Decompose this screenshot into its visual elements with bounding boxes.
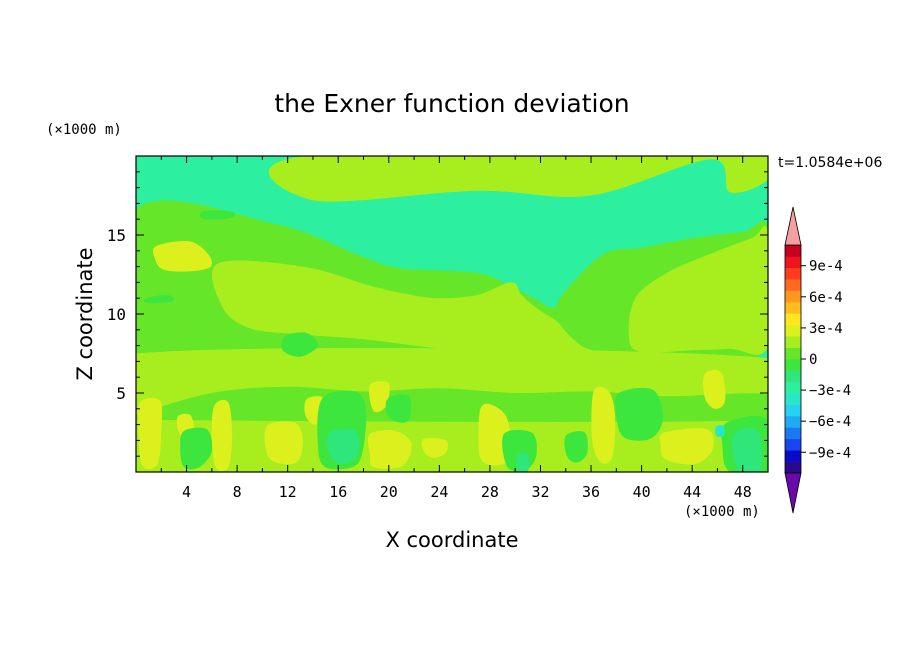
- contour-region-22: [421, 437, 448, 458]
- contour-region-15: [264, 421, 303, 465]
- colorbar-bin: [785, 313, 801, 326]
- colorbar-bin: [785, 393, 801, 405]
- colorbar-bin: [785, 256, 801, 269]
- chart-title: the Exner function deviation: [274, 89, 629, 118]
- x-tick-label: 40: [633, 483, 651, 501]
- x-tick-label: 32: [531, 483, 549, 501]
- colorbar-label: 6e-4: [809, 290, 843, 306]
- x-tick-label: 16: [329, 483, 347, 501]
- colorbar-bin: [785, 347, 801, 360]
- colorbar-label: 3e-4: [809, 321, 843, 337]
- contour-region-32: [731, 427, 763, 472]
- colorbar-bin: [785, 324, 801, 337]
- colorbar-bin: [785, 427, 801, 440]
- colorbar-label: 0: [809, 352, 817, 368]
- contour-region-4: [628, 226, 768, 355]
- contour-region-9: [143, 294, 174, 304]
- contour-region-30: [703, 369, 726, 409]
- contour-region-29: [659, 428, 714, 465]
- colorbar-label: 9e-4: [809, 259, 843, 275]
- colorbar: 9e-4 6e-4 3e-4 0 −3e-4 −6e-4 −9e-4: [784, 206, 851, 514]
- contour-region-3: [212, 260, 595, 357]
- x-tick-label: 36: [582, 483, 600, 501]
- contour-region-28: [614, 387, 664, 441]
- x-axis-label: X coordinate: [385, 528, 518, 552]
- contour-field: [136, 156, 768, 472]
- contour-region-8: [200, 210, 235, 220]
- contour-region-13: [180, 427, 213, 470]
- contour-region-18: [326, 428, 360, 465]
- contour-region-20: [385, 394, 412, 423]
- colorbar-overflow-arrow: [784, 206, 802, 246]
- colorbar-bin: [785, 370, 801, 383]
- contour-region-11: [137, 397, 163, 470]
- colorbar-bin: [785, 404, 801, 417]
- contour-region-7: [152, 241, 213, 272]
- contour-region-14: [211, 399, 233, 472]
- colorbar-label: −3e-4: [809, 383, 851, 399]
- x-tick-label: 24: [430, 483, 448, 501]
- contour-region-19: [369, 381, 390, 413]
- y-tick-label: 15: [107, 226, 126, 245]
- colorbar-underflow-arrow: [784, 472, 802, 514]
- contour-region-26: [564, 431, 588, 463]
- x-tick-label: 28: [481, 483, 499, 501]
- colorbar-bin: [785, 336, 801, 348]
- x-tick-label: 48: [734, 483, 752, 501]
- colorbar-bin: [785, 438, 801, 451]
- contour-region-27: [591, 386, 616, 464]
- contour-region-10: [281, 332, 319, 357]
- x-unit-label: (×1000 m): [684, 504, 760, 520]
- time-label: t=1.0584e+06: [778, 155, 882, 171]
- contour-region-2: [268, 156, 768, 202]
- colorbar-bin: [785, 416, 801, 428]
- contour-region-21: [367, 430, 412, 469]
- colorbar-bin: [785, 381, 801, 394]
- colorbar-bin: [785, 450, 801, 462]
- x-tick-label: 8: [233, 483, 242, 501]
- y-tick-label: 10: [107, 305, 126, 324]
- x-tick-label: 20: [380, 483, 398, 501]
- colorbar-bin: [785, 267, 801, 280]
- colorbar-bin: [785, 279, 801, 291]
- x-tick-label: 44: [683, 483, 701, 501]
- y-tick-label: 5: [116, 384, 126, 403]
- colorbar-bin: [785, 245, 801, 257]
- colorbar-label: −9e-4: [809, 445, 851, 461]
- colorbar-bin: [785, 461, 801, 474]
- contour-region-33: [715, 425, 725, 437]
- x-tick-label: 4: [182, 483, 191, 501]
- x-tick-label: 12: [279, 483, 297, 501]
- colorbar-label: −6e-4: [809, 414, 851, 430]
- colorbar-bin: [785, 359, 801, 371]
- y-unit-label: (×1000 m): [46, 122, 122, 138]
- colorbar-bin: [785, 302, 801, 314]
- contour-region-25: [516, 452, 530, 472]
- y-axis-label: Z coordinate: [73, 247, 97, 380]
- colorbar-bin: [785, 290, 801, 303]
